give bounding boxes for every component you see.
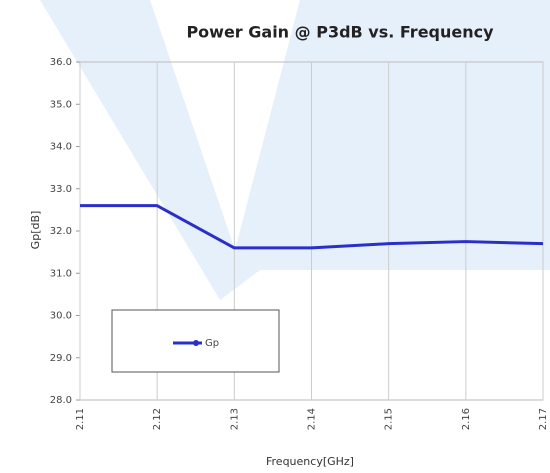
chart-title: Power Gain @ P3dB vs. Frequency bbox=[186, 23, 494, 42]
x-tick-label: 2.15 bbox=[384, 408, 395, 430]
y-tick-label: 32.0 bbox=[50, 226, 72, 237]
y-tick-label: 36.0 bbox=[50, 57, 72, 68]
y-tick-label: 35.0 bbox=[50, 99, 72, 110]
legend-marker bbox=[193, 340, 199, 346]
y-axis-label: Gp[dB] bbox=[29, 211, 42, 250]
x-tick-label: 2.13 bbox=[229, 408, 240, 430]
x-tick-label: 2.12 bbox=[152, 408, 163, 430]
x-tick-label: 2.11 bbox=[75, 408, 86, 430]
y-tick-label: 28.0 bbox=[50, 395, 72, 406]
y-tick-label: 30.0 bbox=[50, 311, 72, 322]
y-tick-label: 33.0 bbox=[50, 184, 72, 195]
y-tick-label: 29.0 bbox=[50, 353, 72, 364]
data-line bbox=[80, 204, 544, 250]
legend-label: Gp bbox=[205, 338, 219, 349]
x-axis-label: Frequency[GHz] bbox=[266, 455, 354, 468]
y-tick-label: 34.0 bbox=[50, 142, 72, 153]
y-tick-label: 31.0 bbox=[50, 268, 72, 279]
x-tick-label: 2.17 bbox=[538, 408, 549, 430]
x-tick-label: 2.16 bbox=[461, 408, 472, 430]
x-tick-label: 2.14 bbox=[307, 408, 318, 430]
watermark bbox=[40, 0, 550, 300]
